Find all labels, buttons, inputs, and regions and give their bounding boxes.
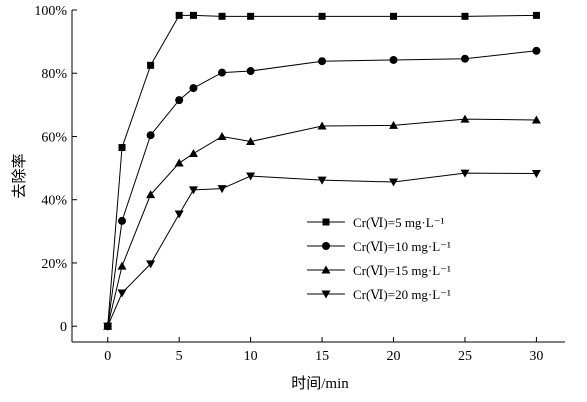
legend-item: Cr(Ⅵ)=5 mg·L⁻¹ [307, 215, 445, 230]
y-tick-label: 60% [41, 130, 67, 145]
x-tick-label: 20 [387, 349, 401, 364]
x-ticks: 0 5 10 15 20 25 30 [104, 337, 543, 364]
data-point [389, 55, 398, 64]
series-3 [103, 114, 541, 330]
data-point [117, 289, 127, 298]
legend-marker [322, 242, 330, 250]
data-point [174, 210, 184, 219]
legend-marker [322, 218, 330, 226]
plot-area [71, 10, 565, 343]
legend-label: Cr(Ⅵ)=5 mg·L⁻¹ [353, 215, 445, 230]
x-tick-label: 5 [176, 349, 183, 364]
data-point [246, 172, 256, 181]
data-point [146, 260, 156, 269]
data-point [174, 158, 184, 167]
data-point [461, 12, 469, 20]
series-2 [103, 46, 541, 331]
data-point [218, 68, 227, 77]
legend-label: Cr(Ⅵ)=10 mg·L⁻¹ [353, 239, 451, 254]
y-tick-label: 20% [41, 257, 67, 272]
legend-marker [321, 290, 331, 299]
data-point [246, 137, 256, 146]
data-point [390, 12, 398, 20]
data-point [531, 169, 541, 178]
data-point [175, 11, 183, 19]
data-point [217, 131, 227, 140]
data-point [247, 12, 255, 20]
data-point [147, 61, 155, 69]
data-point [531, 115, 541, 124]
data-point [117, 261, 127, 270]
data-point [188, 186, 198, 195]
x-tick-label: 0 [104, 349, 111, 364]
legend-label: Cr(Ⅵ)=15 mg·L⁻¹ [353, 263, 451, 278]
legend-marker [321, 265, 331, 274]
legend-item: Cr(Ⅵ)=15 mg·L⁻¹ [307, 263, 451, 278]
y-tick-label: 100% [34, 4, 67, 19]
data-point [460, 169, 470, 178]
data-point [246, 67, 255, 76]
data-point [317, 121, 327, 130]
data-point [532, 46, 541, 55]
data-point [118, 144, 126, 152]
data-point [318, 12, 326, 20]
y-tick-label: 40% [41, 194, 67, 209]
data-point [218, 12, 226, 20]
data-point [389, 120, 399, 129]
series-group [103, 11, 541, 331]
legend-item: Cr(Ⅵ)=20 mg·L⁻¹ [307, 287, 451, 302]
legend-item: Cr(Ⅵ)=10 mg·L⁻¹ [307, 239, 451, 254]
data-point [317, 176, 327, 185]
legend-label: Cr(Ⅵ)=20 mg·L⁻¹ [353, 287, 451, 302]
data-point [189, 84, 198, 93]
x-axis-title: 时间/min [291, 375, 349, 392]
series-line [107, 172, 537, 327]
data-point [189, 11, 197, 19]
data-point [389, 178, 399, 187]
x-tick-label: 25 [458, 349, 472, 364]
series-line [107, 50, 537, 327]
data-point [318, 57, 327, 66]
x-tick-label: 15 [315, 349, 329, 364]
y-ticks: 0 20% 40% 60% 80% 100% [34, 4, 77, 335]
legend: Cr(Ⅵ)=5 mg·L⁻¹ Cr(Ⅵ)=10 mg·L⁻¹ Cr(Ⅵ)=15 mg… [307, 215, 451, 302]
series-4 [103, 169, 541, 331]
series-line [107, 118, 537, 327]
y-tick-label: 0 [60, 320, 67, 335]
data-point [118, 216, 127, 225]
data-point [146, 131, 155, 140]
data-point [460, 54, 469, 63]
data-point [460, 114, 470, 123]
data-point [532, 11, 540, 19]
y-tick-label: 80% [41, 67, 67, 82]
x-tick-label: 30 [529, 349, 543, 364]
data-point [175, 96, 184, 105]
data-point [146, 190, 156, 199]
y-axis-title: 去除率 [11, 153, 28, 198]
x-tick-label: 10 [244, 349, 258, 364]
data-point [217, 185, 227, 194]
data-point [103, 322, 113, 331]
data-point [188, 149, 198, 158]
